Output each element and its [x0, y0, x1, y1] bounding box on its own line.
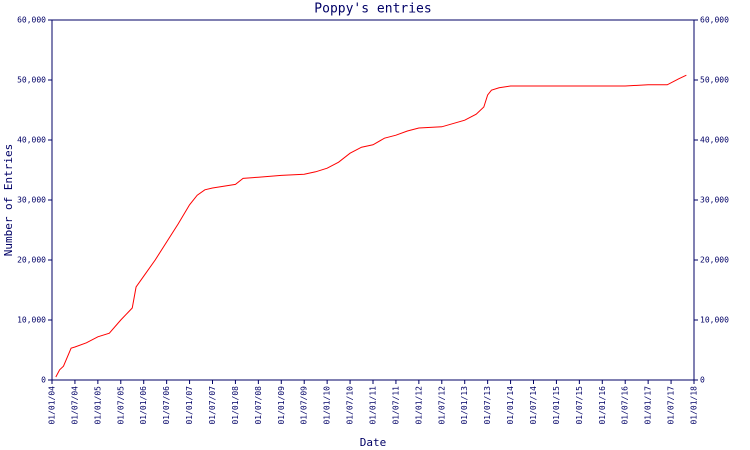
y2-tick-label: 10,000: [700, 316, 729, 325]
y-tick-label: 60,000: [17, 16, 46, 25]
x-tick-label: 01/07/16: [621, 386, 630, 425]
x-tick-label: 01/01/10: [323, 386, 332, 425]
x-tick-label: 01/07/07: [208, 386, 217, 425]
x-tick-label: 01/07/08: [254, 386, 263, 425]
x-tick-label: 01/01/09: [277, 386, 286, 425]
y-tick-label: 30,000: [17, 196, 46, 205]
x-tick-label: 01/01/04: [48, 386, 57, 425]
x-tick-label: 01/07/13: [483, 386, 492, 425]
x-tick-label: 01/07/15: [575, 386, 584, 425]
y-tick-label: 10,000: [17, 316, 46, 325]
x-tick-label: 01/01/16: [598, 386, 607, 425]
x-tick-label: 01/01/05: [93, 386, 102, 425]
x-tick-label: 01/07/04: [70, 386, 79, 425]
x-tick-label: 01/01/11: [369, 386, 378, 425]
x-tick-label: 01/01/13: [460, 386, 469, 425]
y-tick-label: 40,000: [17, 136, 46, 145]
x-tick-label: 01/07/10: [346, 386, 355, 425]
x-tick-label: 01/07/09: [300, 386, 309, 425]
x-tick-label: 01/01/06: [139, 386, 148, 425]
y2-tick-label: 50,000: [700, 76, 729, 85]
x-axis-label: Date: [360, 436, 387, 449]
data-line: [55, 74, 687, 378]
x-tick-label: 01/07/12: [437, 386, 446, 425]
x-tick-label: 01/01/18: [690, 386, 699, 425]
y-axis-label: Number of Entries: [2, 144, 15, 257]
plot-frame: [51, 19, 695, 381]
x-tick-label: 01/07/06: [162, 386, 171, 425]
chart-title: Poppy's entries: [314, 2, 431, 17]
x-tick-label: 01/01/07: [185, 386, 194, 425]
y-tick-label: 0: [41, 376, 46, 385]
x-tick-label: 01/01/15: [552, 386, 561, 425]
x-tick-label: 01/07/05: [116, 386, 125, 425]
x-tick-label: 01/07/17: [667, 386, 676, 425]
x-tick-label: 01/01/12: [414, 386, 423, 425]
x-tick-label: 01/07/11: [391, 386, 400, 425]
x-tick-label: 01/01/14: [506, 386, 515, 425]
x-tick-label: 01/01/17: [644, 386, 653, 425]
y2-tick-label: 0: [700, 376, 705, 385]
x-tick-label: 01/07/14: [529, 386, 538, 425]
x-tick-label: 01/01/08: [231, 386, 240, 425]
y2-tick-label: 20,000: [700, 256, 729, 265]
y2-tick-label: 60,000: [700, 16, 729, 25]
y-tick-label: 20,000: [17, 256, 46, 265]
y2-tick-label: 30,000: [700, 196, 729, 205]
y-tick-label: 50,000: [17, 76, 46, 85]
y2-tick-label: 40,000: [700, 136, 729, 145]
